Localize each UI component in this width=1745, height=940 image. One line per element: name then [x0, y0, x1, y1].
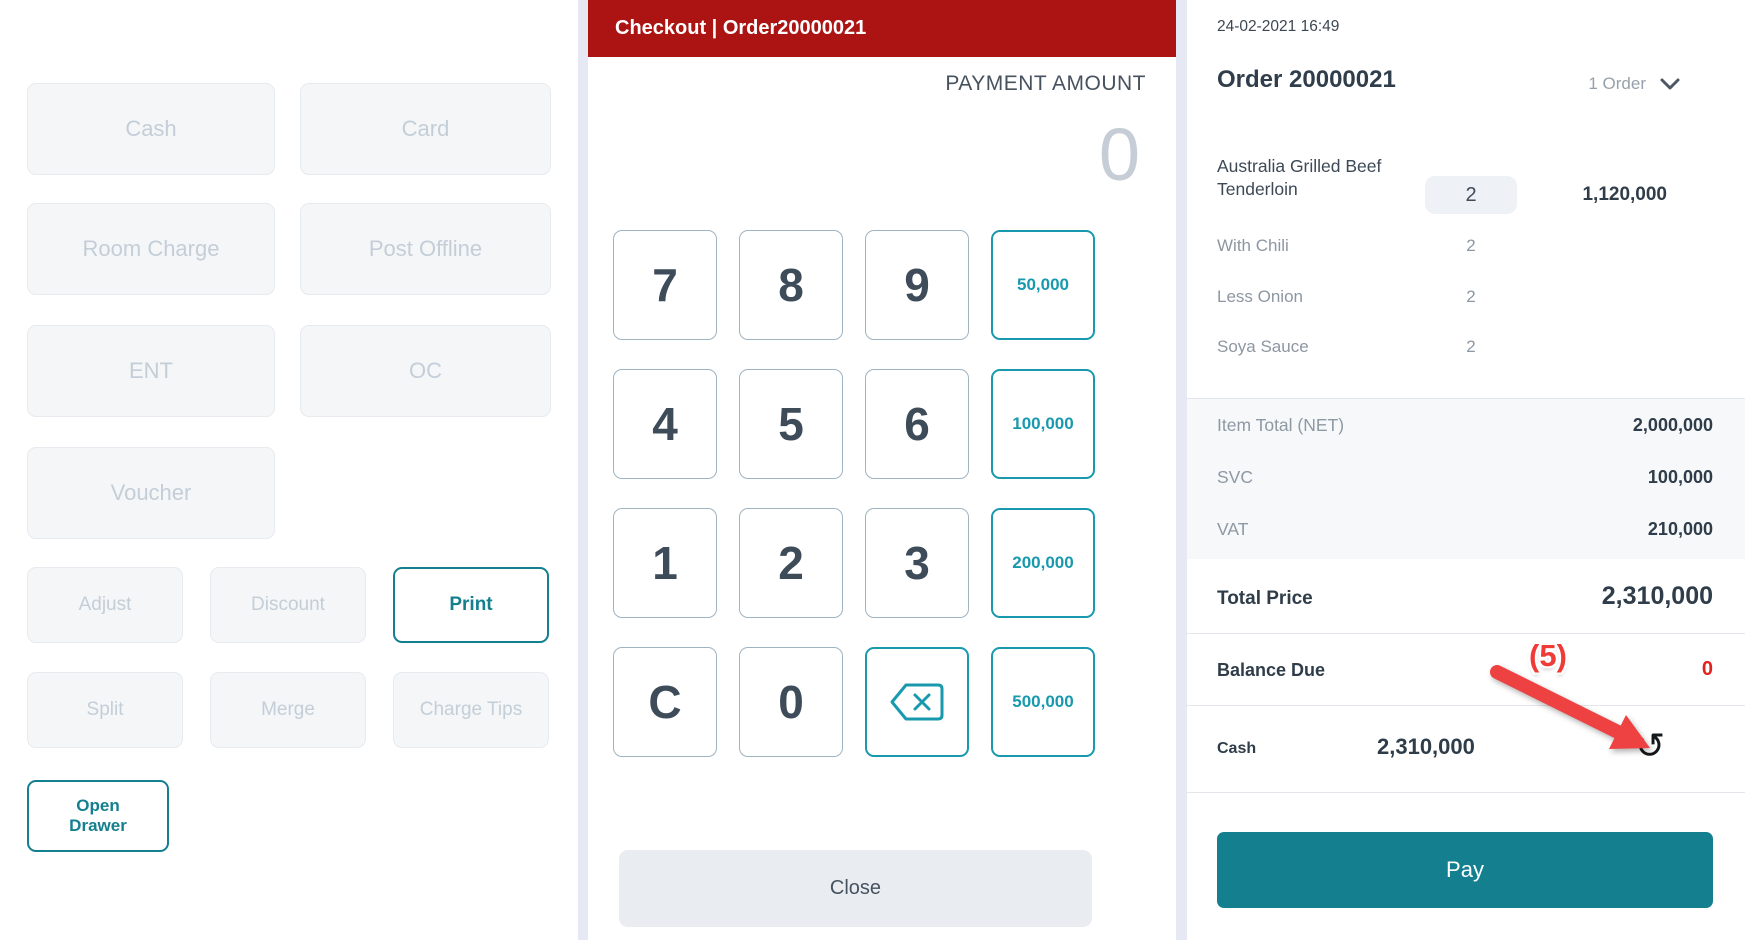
keypad-3[interactable]: 3 — [865, 508, 969, 618]
order-datetime: 24-02-2021 16:49 — [1217, 18, 1340, 35]
split-button: Split — [27, 672, 183, 748]
open-drawer-button[interactable]: Open Drawer — [27, 780, 169, 852]
modifier-row: With Chili 2 — [1187, 236, 1745, 260]
subtotal-value: 100,000 — [1647, 467, 1713, 487]
chevron-down-icon — [1660, 78, 1680, 90]
checkout-header: Checkout | Order20000021 — [588, 0, 1176, 57]
backspace-icon — [887, 680, 947, 724]
payment-method-cash-button: Cash — [27, 83, 275, 175]
keypad-1[interactable]: 1 — [613, 508, 717, 618]
divider — [1187, 792, 1745, 793]
subtotal-label: Item Total (NET) — [1217, 415, 1345, 435]
payment-method-label: Cash — [1217, 740, 1257, 757]
keypad-5[interactable]: 5 — [739, 369, 843, 479]
quick-amount-200000-button[interactable]: 200,000 — [991, 508, 1095, 618]
modifier-name: Soya Sauce — [1217, 337, 1309, 356]
payment-amount: 2,310,000 — [1377, 734, 1475, 759]
adjust-button: Adjust — [27, 567, 183, 643]
order-count-dropdown[interactable]: 1 Order — [1588, 74, 1680, 94]
divider — [1187, 633, 1745, 634]
modifier-qty: 2 — [1466, 337, 1476, 356]
subtotal-value: 210,000 — [1647, 519, 1713, 539]
payment-method-ent-button: ENT — [27, 325, 275, 417]
modifier-row: Soya Sauce 2 — [1187, 337, 1745, 361]
order-count-label: 1 Order — [1588, 74, 1646, 93]
total-price-value: 2,310,000 — [1601, 582, 1713, 610]
payment-method-post-offline-button: Post Offline — [300, 203, 551, 295]
item-qty-badge: 2 — [1425, 176, 1517, 214]
subtotal-section — [1187, 399, 1745, 559]
charge-tips-button: Charge Tips — [393, 672, 549, 748]
payment-amount-value: 0 — [1098, 113, 1140, 196]
payment-method-room-charge-button: Room Charge — [27, 203, 275, 295]
item-name: Australia Grilled Beef Tenderloin — [1217, 156, 1382, 199]
keypad-4[interactable]: 4 — [613, 369, 717, 479]
close-button[interactable]: Close — [619, 850, 1092, 927]
divider — [1187, 398, 1745, 399]
balance-due-label: Balance Due — [1217, 660, 1326, 680]
keypad-7[interactable]: 7 — [613, 230, 717, 340]
keypad-9[interactable]: 9 — [865, 230, 969, 340]
subtotal-label: SVC — [1217, 467, 1253, 487]
pay-button[interactable]: Pay — [1217, 832, 1713, 908]
modifier-name: Less Onion — [1217, 287, 1303, 306]
keypad-2[interactable]: 2 — [739, 508, 843, 618]
payment-methods-panel: Cash Card Room Charge Post Offline ENT O… — [0, 0, 578, 940]
annotation-step-5: (5) — [1529, 638, 1567, 673]
keypad-6[interactable]: 6 — [865, 369, 969, 479]
quick-amount-100000-button[interactable]: 100,000 — [991, 369, 1095, 479]
subtotal-value: 2,000,000 — [1632, 415, 1713, 435]
annotation-arrow-icon — [1490, 665, 1650, 749]
quick-amount-50000-button[interactable]: 50,000 — [991, 230, 1095, 340]
subtotal-row: SVC 100,000 — [1187, 467, 1745, 493]
quick-amount-500000-button[interactable]: 500,000 — [991, 647, 1095, 757]
keypad-clear[interactable]: C — [613, 647, 717, 757]
discount-button: Discount — [210, 567, 366, 643]
keypad-backspace-button[interactable] — [865, 647, 969, 757]
divider — [1187, 705, 1745, 706]
modifier-qty: 2 — [1466, 236, 1476, 255]
payment-method-card-button: Card — [300, 83, 551, 175]
payment-method-oc-button: OC — [300, 325, 551, 417]
balance-due-value: 0 — [1701, 658, 1713, 680]
panel-divider-right — [1176, 0, 1187, 940]
merge-button: Merge — [210, 672, 366, 748]
order-title: Order 20000021 — [1217, 66, 1396, 93]
keypad-8[interactable]: 8 — [739, 230, 843, 340]
order-summary-panel: 24-02-2021 16:49 Order 20000021 1 Order … — [1187, 0, 1745, 940]
print-button[interactable]: Print — [393, 567, 549, 643]
item-price: 1,120,000 — [1582, 184, 1667, 205]
checkout-title: Checkout | Order20000021 — [615, 17, 867, 39]
total-price-label: Total Price — [1217, 588, 1313, 609]
payment-method-voucher-button: Voucher — [27, 447, 275, 539]
payment-amount-label: PAYMENT AMOUNT — [945, 72, 1146, 95]
modifier-row: Less Onion 2 — [1187, 287, 1745, 311]
subtotal-row: Item Total (NET) 2,000,000 — [1187, 415, 1745, 441]
subtotal-label: VAT — [1217, 519, 1249, 539]
subtotal-row: VAT 210,000 — [1187, 519, 1745, 545]
numeric-keypad: 7 8 9 50,000 4 5 6 100,000 1 2 3 200,000… — [613, 230, 1095, 757]
modifier-name: With Chili — [1217, 236, 1289, 255]
checkout-panel: Checkout | Order20000021 PAYMENT AMOUNT … — [588, 0, 1176, 940]
modifier-qty: 2 — [1466, 287, 1476, 306]
panel-divider-left — [578, 0, 589, 940]
keypad-0[interactable]: 0 — [739, 647, 843, 757]
